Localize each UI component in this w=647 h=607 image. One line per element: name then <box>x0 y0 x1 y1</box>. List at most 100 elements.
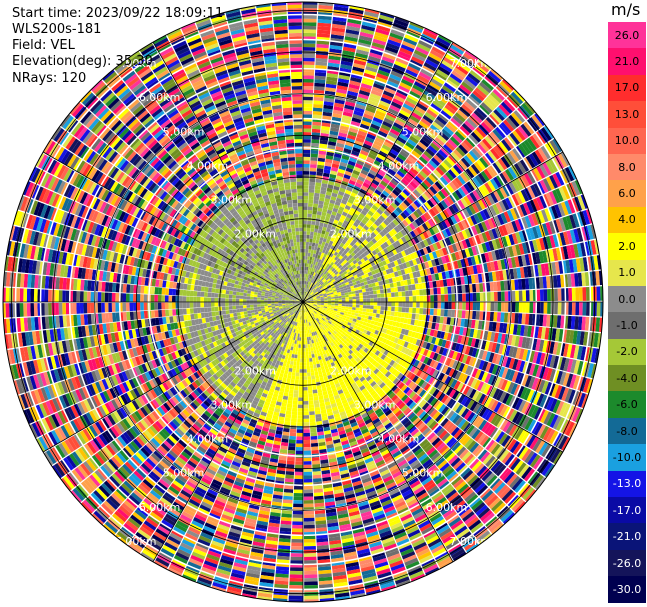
velocity-gate <box>346 213 353 219</box>
velocity-gate <box>358 276 363 281</box>
velocity-gate <box>310 263 313 268</box>
velocity-gate <box>331 298 335 301</box>
velocity-gate <box>412 52 426 62</box>
velocity-gate <box>440 199 449 209</box>
velocity-gate <box>374 247 381 254</box>
velocity-gate <box>362 182 370 189</box>
velocity-gate <box>582 302 587 316</box>
velocity-gate <box>331 163 340 169</box>
velocity-gate <box>337 295 342 299</box>
velocity-gate <box>313 107 323 112</box>
velocity-gate <box>321 273 326 278</box>
velocity-gate <box>366 62 379 70</box>
velocity-gate <box>342 196 349 202</box>
velocity-gate <box>314 185 321 190</box>
velocity-gate <box>329 173 337 179</box>
velocity-gate <box>344 144 353 151</box>
velocity-gate <box>405 207 413 215</box>
velocity-gate <box>408 290 413 296</box>
velocity-gate <box>305 351 309 356</box>
velocity-gate <box>479 283 484 292</box>
velocity-gate <box>369 225 376 232</box>
velocity-gate <box>313 96 324 102</box>
velocity-gate <box>377 239 383 246</box>
velocity-gate <box>365 106 376 114</box>
velocity-gate <box>529 289 534 302</box>
velocity-gate <box>352 213 359 219</box>
velocity-gate <box>513 110 526 123</box>
velocity-gate <box>380 221 387 229</box>
velocity-gate <box>315 54 328 59</box>
velocity-gate <box>422 239 429 247</box>
velocity-gate <box>333 230 339 236</box>
velocity-gate <box>395 216 402 224</box>
velocity-gate <box>427 127 439 137</box>
velocity-gate <box>412 307 417 314</box>
velocity-gate <box>531 213 539 226</box>
velocity-gate <box>375 285 380 291</box>
velocity-gate <box>340 272 345 277</box>
velocity-gate <box>428 159 438 169</box>
velocity-gate <box>487 218 495 229</box>
velocity-gate <box>383 241 389 248</box>
velocity-gate <box>316 288 321 292</box>
velocity-gate <box>445 171 454 182</box>
velocity-gate <box>465 293 470 302</box>
velocity-gate <box>343 236 349 242</box>
velocity-gate <box>474 87 487 99</box>
velocity-gate <box>317 290 322 294</box>
velocity-gate <box>323 285 327 289</box>
velocity-gate <box>365 236 372 243</box>
velocity-gate <box>345 251 351 257</box>
velocity-gate <box>415 289 420 296</box>
velocity-gate <box>362 308 367 312</box>
velocity-gate <box>463 52 477 64</box>
velocity-gate <box>336 142 345 148</box>
velocity-gate <box>325 83 337 89</box>
velocity-gate <box>368 257 374 263</box>
velocity-gate <box>560 152 570 166</box>
velocity-gate <box>465 168 475 179</box>
velocity-gate <box>464 120 476 131</box>
velocity-gate <box>433 308 438 316</box>
velocity-gate <box>306 281 309 285</box>
velocity-gate <box>472 190 481 201</box>
velocity-gate <box>522 302 527 313</box>
velocity-gate <box>338 74 350 81</box>
velocity-gate <box>337 209 343 215</box>
velocity-gate <box>374 113 385 121</box>
velocity-gate <box>383 247 389 254</box>
velocity-gate <box>372 313 377 318</box>
velocity-gate <box>316 295 320 298</box>
velocity-gate <box>463 155 474 166</box>
velocity-gate <box>531 151 542 165</box>
velocity-gate <box>309 167 317 172</box>
velocity-gate <box>328 137 337 143</box>
velocity-gate <box>376 289 381 294</box>
velocity-gate <box>314 268 318 273</box>
velocity-gate <box>341 223 347 229</box>
velocity-gate <box>362 233 368 240</box>
velocity-gate <box>314 403 320 408</box>
velocity-gate <box>431 183 441 193</box>
velocity-gate <box>470 131 482 143</box>
velocity-gate <box>461 310 466 319</box>
velocity-gate <box>306 231 311 236</box>
velocity-gate <box>408 260 415 267</box>
velocity-gate <box>367 153 377 160</box>
velocity-gate <box>397 231 404 238</box>
velocity-gate <box>415 144 425 153</box>
velocity-gate <box>437 222 445 231</box>
velocity-gate <box>412 84 425 93</box>
velocity-gate <box>308 195 314 200</box>
velocity-gate <box>333 153 342 159</box>
velocity-gate <box>525 290 530 302</box>
velocity-gate <box>347 130 358 137</box>
velocity-gate <box>493 109 505 122</box>
velocity-gate <box>357 286 362 290</box>
velocity-gate <box>541 209 549 223</box>
velocity-gate <box>306 238 310 243</box>
velocity-gate <box>306 299 310 301</box>
velocity-gate <box>312 210 318 215</box>
velocity-gate <box>307 270 310 275</box>
